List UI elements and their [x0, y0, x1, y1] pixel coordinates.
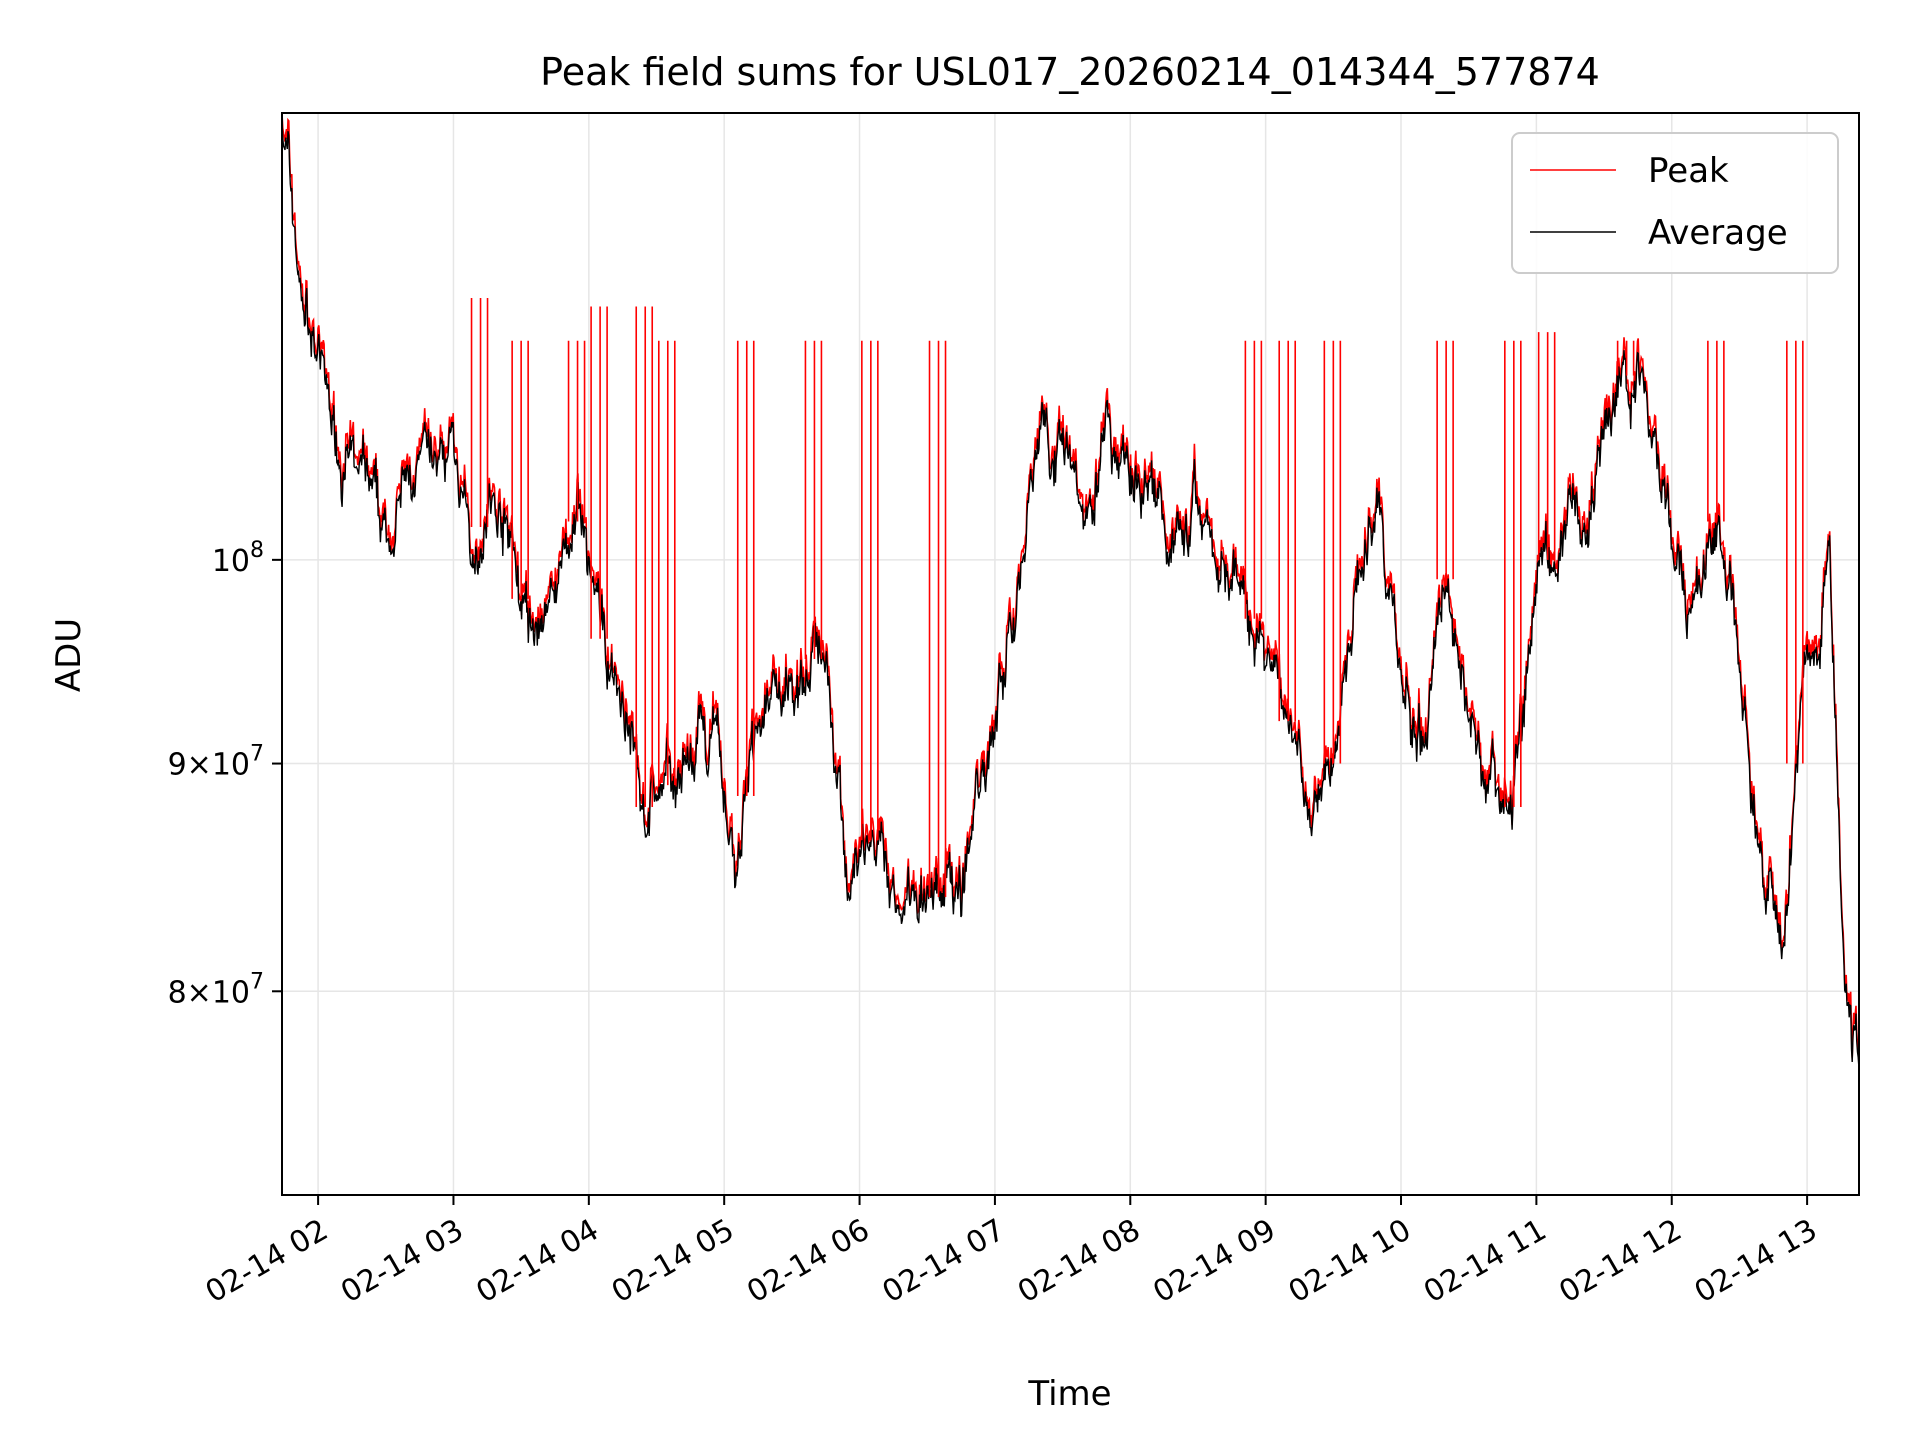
- chart-title: Peak field sums for USL017_20260214_0143…: [540, 50, 1600, 94]
- y-axis-label: ADU: [49, 618, 89, 692]
- legend-average-label: Average: [1648, 213, 1788, 253]
- average-series-line: [282, 120, 1859, 1069]
- grid: [282, 113, 1859, 1195]
- y-axis: 8×107 9×107 108: [168, 538, 282, 1010]
- legend: Peak Average: [1511, 132, 1839, 274]
- y-tick-label: 108: [212, 538, 264, 579]
- plot-frame: [281, 112, 1860, 1196]
- x-axis-label: Time: [1027, 1374, 1111, 1414]
- legend-peak-label: Peak: [1648, 151, 1729, 191]
- y-tick-label: 8×107: [168, 969, 264, 1010]
- legend-box: [1511, 132, 1839, 274]
- series-layer: [282, 113, 1859, 1069]
- y-tick-label: 9×107: [168, 742, 264, 783]
